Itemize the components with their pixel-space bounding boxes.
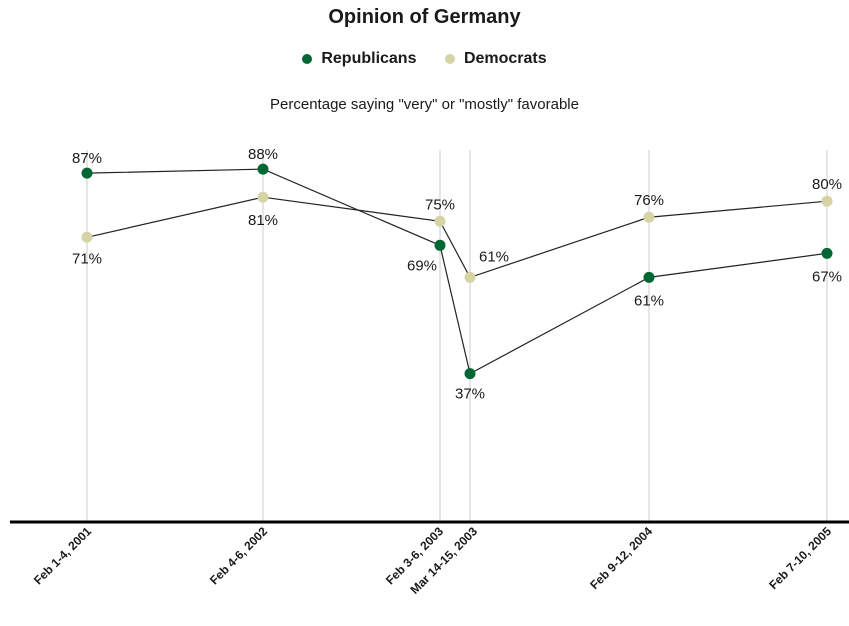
legend-item-republicans: Republicans	[302, 50, 416, 68]
point-democrats-3	[464, 271, 476, 283]
x-tick-label-1: Feb 4-6, 2002	[207, 524, 270, 587]
series-line-democrats	[86, 196, 828, 279]
point-republicans-0	[81, 167, 93, 179]
point-democrats-4	[643, 211, 655, 223]
point-republicans-4	[643, 271, 655, 283]
data-label-democrats-3: 61%	[479, 248, 509, 265]
data-label-democrats-5: 80%	[812, 176, 842, 193]
x-tick-label-4: Feb 9-12, 2004	[587, 524, 655, 592]
data-label-republicans-3: 37%	[455, 386, 485, 403]
data-label-democrats-2: 75%	[425, 196, 455, 213]
data-label-republicans-2: 69%	[407, 257, 437, 274]
point-republicans-3	[464, 368, 476, 380]
series-line-republicans	[86, 168, 828, 375]
legend-item-democrats: Democrats	[444, 50, 547, 68]
data-label-republicans-4: 61%	[634, 292, 664, 309]
x-tick-label-0: Feb 1-4, 2001	[31, 524, 94, 587]
legend-label-democrats: Democrats	[463, 50, 547, 67]
chart-title: Opinion of Germany	[328, 6, 521, 28]
legend-marker-republicans	[302, 54, 313, 64]
point-democrats-1	[257, 191, 269, 203]
point-republicans-5	[821, 247, 833, 259]
legend-label-republicans: Republicans	[321, 50, 417, 67]
data-label-republicans-0: 87%	[72, 150, 102, 167]
legend-marker-democrats	[444, 54, 455, 64]
point-democrats-2	[434, 215, 446, 227]
point-republicans-2	[434, 239, 446, 251]
point-democrats-0	[81, 231, 93, 243]
data-label-democrats-0: 71%	[72, 250, 102, 267]
x-tick-label-5: Feb 7-10, 2005	[766, 524, 834, 592]
data-label-republicans-5: 67%	[812, 268, 842, 285]
x-tick-label-2: Feb 3-6, 2003	[383, 524, 446, 587]
data-label-democrats-4: 76%	[634, 192, 664, 209]
point-democrats-5	[821, 195, 833, 207]
legend: Republicans Democrats	[0, 50, 849, 69]
data-label-democrats-1: 81%	[248, 212, 278, 229]
data-label-republicans-1: 88%	[248, 146, 278, 163]
point-republicans-1	[257, 163, 269, 175]
chart-subtitle: Percentage saying "very" or "mostly" fav…	[270, 96, 579, 113]
